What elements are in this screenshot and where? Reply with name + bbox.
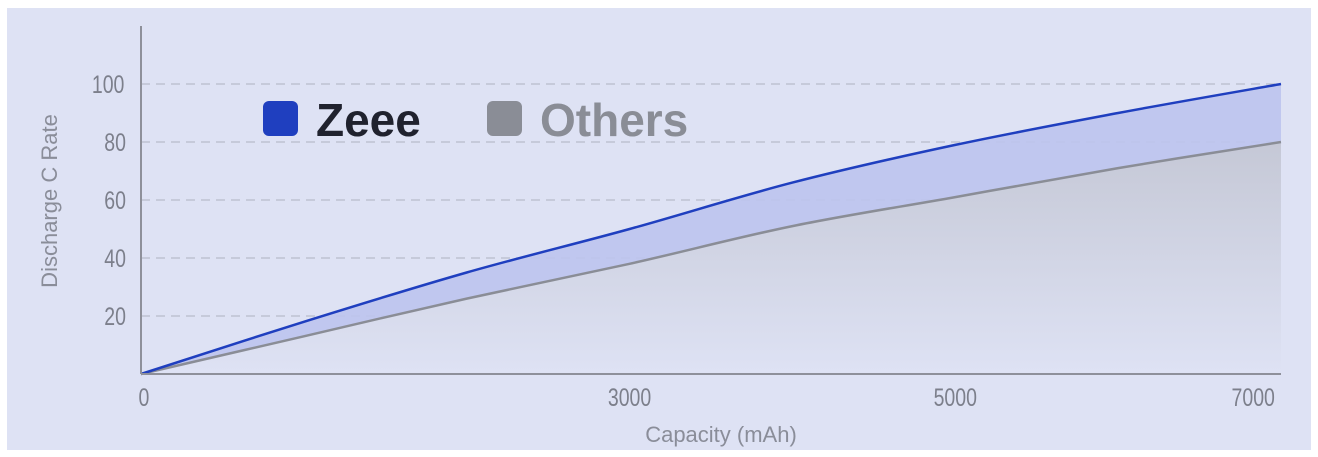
legend-swatch-zeee xyxy=(263,101,298,136)
x-tick-label-5000: 5000 xyxy=(934,384,977,412)
y-axis-title: Discharge C Rate xyxy=(37,114,62,288)
x-tick-label-0: 0 xyxy=(139,384,150,412)
series-lines xyxy=(140,82,1282,376)
y-tick-label-80: 80 xyxy=(104,129,126,157)
x-axis-title: Capacity (mAh) xyxy=(645,422,797,447)
y-tick-label-20: 20 xyxy=(104,303,126,331)
axes xyxy=(140,26,1281,375)
series-area-others xyxy=(141,142,1281,374)
series-line-others xyxy=(140,140,1282,376)
legend-swatch-others xyxy=(487,101,522,136)
chart-panel: 20 40 60 80 100 0 3000 5000 7000 Capacity (mAh) … xyxy=(7,8,1311,450)
y-tick-label-100: 100 xyxy=(92,71,125,99)
y-tick-label-60: 60 xyxy=(104,187,126,215)
x-tick-label-7000: 7000 xyxy=(1232,384,1275,412)
series-line-zeee xyxy=(140,82,1282,376)
legend-label-zeee: Zeee xyxy=(316,94,421,146)
legend-label-others: Others xyxy=(540,94,688,146)
y-tick-label-40: 40 xyxy=(104,245,126,273)
series-areas xyxy=(141,84,1281,374)
x-tick-label-3000: 3000 xyxy=(608,384,651,412)
series-area-zeee xyxy=(141,84,1281,374)
legend: Zeee Others xyxy=(263,94,688,146)
